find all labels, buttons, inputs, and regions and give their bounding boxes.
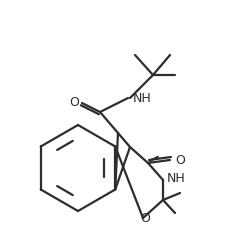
Text: NH: NH [133,92,152,104]
Text: O: O [175,154,185,166]
Text: NH: NH [167,172,186,184]
Text: O: O [69,96,79,110]
Text: O: O [140,211,150,225]
